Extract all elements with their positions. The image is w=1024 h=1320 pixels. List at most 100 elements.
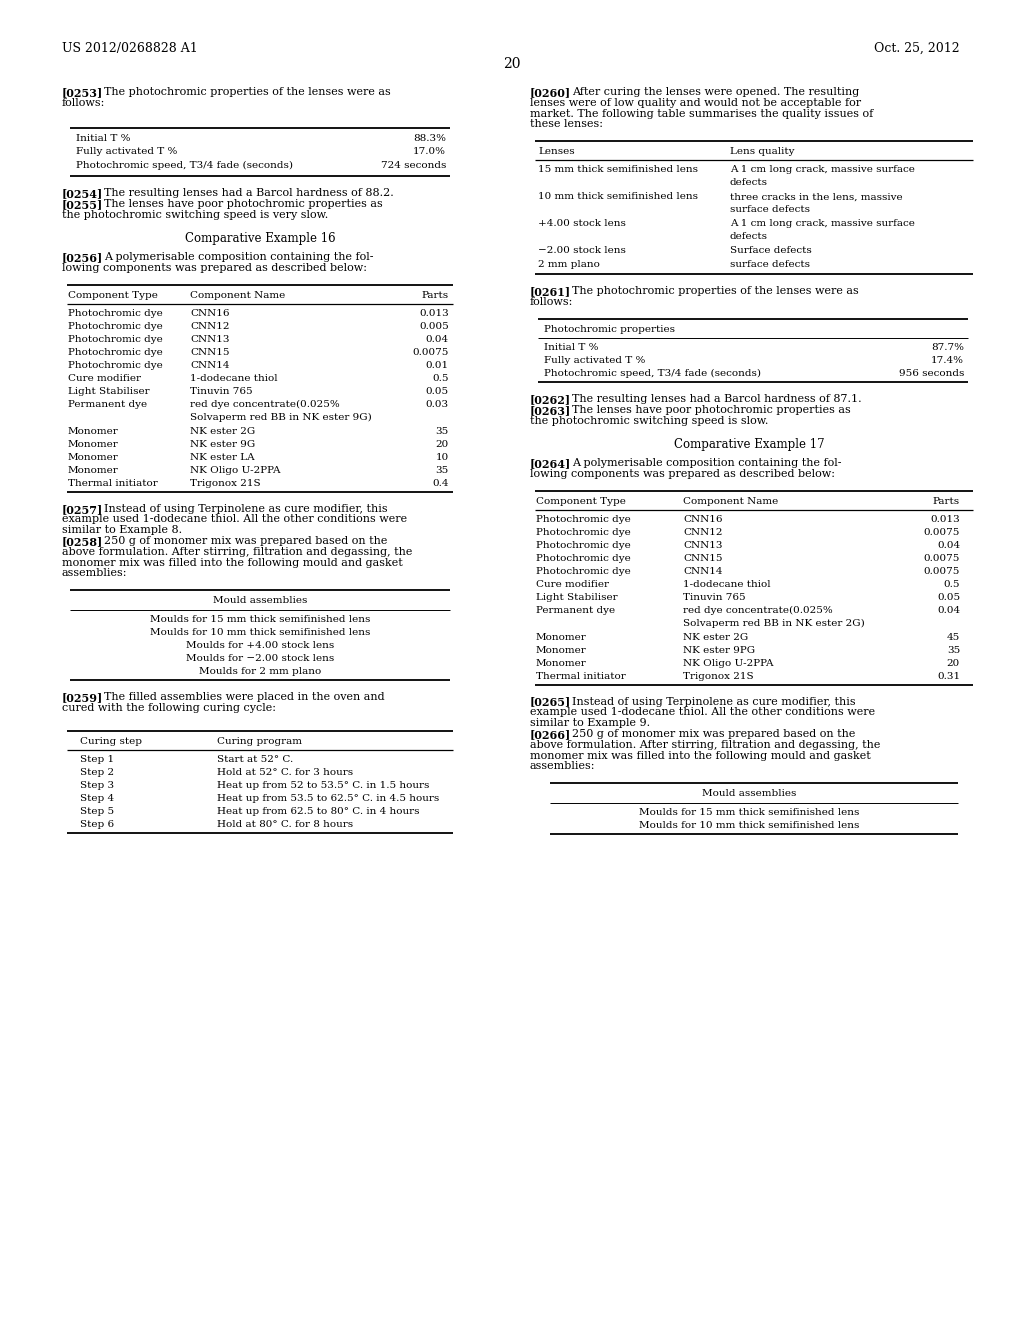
Text: follows:: follows: <box>62 98 105 108</box>
Text: 17.0%: 17.0% <box>413 148 446 156</box>
Text: Heat up from 53.5 to 62.5° C. in 4.5 hours: Heat up from 53.5 to 62.5° C. in 4.5 hou… <box>217 795 439 804</box>
Text: 0.5: 0.5 <box>432 374 449 383</box>
Text: red dye concentrate(0.025%: red dye concentrate(0.025% <box>190 400 340 409</box>
Text: monomer mix was filled into the following mould and gasket: monomer mix was filled into the followin… <box>530 751 870 760</box>
Text: [0260]: [0260] <box>530 87 571 98</box>
Text: Hold at 52° C. for 3 hours: Hold at 52° C. for 3 hours <box>217 768 353 777</box>
Text: A 1 cm long crack, massive surface: A 1 cm long crack, massive surface <box>730 165 914 174</box>
Text: 0.04: 0.04 <box>426 335 449 343</box>
Text: Curing step: Curing step <box>80 738 142 746</box>
Text: Component Name: Component Name <box>190 290 286 300</box>
Text: Curing program: Curing program <box>217 738 302 746</box>
Text: Comparative Example 17: Comparative Example 17 <box>674 438 824 451</box>
Text: NK Oligo U-2PPA: NK Oligo U-2PPA <box>683 659 773 668</box>
Text: 0.04: 0.04 <box>937 541 961 549</box>
Text: 15 mm thick semifinished lens: 15 mm thick semifinished lens <box>538 165 698 174</box>
Text: A polymerisable composition containing the fol-: A polymerisable composition containing t… <box>572 458 842 467</box>
Text: Photochromic speed, T3/4 fade (seconds): Photochromic speed, T3/4 fade (seconds) <box>544 370 761 379</box>
Text: similar to Example 8.: similar to Example 8. <box>62 525 182 536</box>
Text: Photochromic properties: Photochromic properties <box>544 325 675 334</box>
Text: 0.013: 0.013 <box>419 309 449 318</box>
Text: lowing components was prepared as described below:: lowing components was prepared as descri… <box>62 263 367 273</box>
Text: Mould assemblies: Mould assemblies <box>213 597 307 606</box>
Text: Moulds for 10 mm thick semifinished lens: Moulds for 10 mm thick semifinished lens <box>150 628 371 638</box>
Text: 0.04: 0.04 <box>937 606 961 615</box>
Text: Step 4: Step 4 <box>80 795 114 804</box>
Text: 724 seconds: 724 seconds <box>381 161 446 170</box>
Text: [0263]: [0263] <box>530 405 571 416</box>
Text: 35: 35 <box>436 426 449 436</box>
Text: 956 seconds: 956 seconds <box>899 370 964 379</box>
Text: Lens quality: Lens quality <box>730 148 795 156</box>
Text: The photochromic properties of the lenses were as: The photochromic properties of the lense… <box>572 286 859 297</box>
Text: Initial T %: Initial T % <box>544 343 598 352</box>
Text: 1-dodecane thiol: 1-dodecane thiol <box>190 374 278 383</box>
Text: red dye concentrate(0.025%: red dye concentrate(0.025% <box>683 606 833 615</box>
Text: NK ester 9PG: NK ester 9PG <box>683 645 755 655</box>
Text: NK Oligo U-2PPA: NK Oligo U-2PPA <box>190 466 281 475</box>
Text: cured with the following curing cycle:: cured with the following curing cycle: <box>62 704 276 713</box>
Text: Cure modifier: Cure modifier <box>68 374 141 383</box>
Text: defects: defects <box>730 232 768 242</box>
Text: CNN14: CNN14 <box>683 566 723 576</box>
Text: The lenses have poor photochromic properties as: The lenses have poor photochromic proper… <box>572 405 851 414</box>
Text: 0.013: 0.013 <box>930 515 961 524</box>
Text: [0256]: [0256] <box>62 252 103 263</box>
Text: Photochromic dye: Photochromic dye <box>536 541 631 549</box>
Text: 20: 20 <box>436 440 449 449</box>
Text: The photochromic properties of the lenses were as: The photochromic properties of the lense… <box>104 87 391 96</box>
Text: Moulds for +4.00 stock lens: Moulds for +4.00 stock lens <box>186 642 334 651</box>
Text: [0255]: [0255] <box>62 199 103 210</box>
Text: CNN12: CNN12 <box>190 322 229 331</box>
Text: 20: 20 <box>947 659 961 668</box>
Text: Moulds for 2 mm plano: Moulds for 2 mm plano <box>199 668 322 676</box>
Text: 17.4%: 17.4% <box>931 356 964 366</box>
Text: [0257]: [0257] <box>62 504 103 515</box>
Text: +4.00 stock lens: +4.00 stock lens <box>538 219 626 228</box>
Text: NK ester 2G: NK ester 2G <box>683 632 749 642</box>
Text: 87.7%: 87.7% <box>931 343 964 352</box>
Text: above formulation. After stirring, filtration and degassing, the: above formulation. After stirring, filtr… <box>62 546 413 557</box>
Text: Tinuvin 765: Tinuvin 765 <box>683 593 745 602</box>
Text: Permanent dye: Permanent dye <box>536 606 615 615</box>
Text: surface defects: surface defects <box>730 206 810 214</box>
Text: 0.0075: 0.0075 <box>924 566 961 576</box>
Text: the photochromic switching speed is very slow.: the photochromic switching speed is very… <box>62 210 329 220</box>
Text: Lenses: Lenses <box>538 148 574 156</box>
Text: 35: 35 <box>947 645 961 655</box>
Text: Trigonox 21S: Trigonox 21S <box>683 672 754 681</box>
Text: lenses were of low quality and would not be acceptable for: lenses were of low quality and would not… <box>530 98 861 108</box>
Text: 0.0075: 0.0075 <box>413 347 449 356</box>
Text: Oct. 25, 2012: Oct. 25, 2012 <box>874 42 961 55</box>
Text: Cure modifier: Cure modifier <box>536 579 609 589</box>
Text: [0265]: [0265] <box>530 697 571 708</box>
Text: Photochromic dye: Photochromic dye <box>68 335 163 343</box>
Text: assemblies:: assemblies: <box>530 762 596 771</box>
Text: Photochromic dye: Photochromic dye <box>68 322 163 331</box>
Text: NK ester LA: NK ester LA <box>190 453 255 462</box>
Text: Fully activated T %: Fully activated T % <box>544 356 645 366</box>
Text: A polymerisable composition containing the fol-: A polymerisable composition containing t… <box>104 252 374 261</box>
Text: 35: 35 <box>436 466 449 475</box>
Text: Start at 52° C.: Start at 52° C. <box>217 755 293 764</box>
Text: three cracks in the lens, massive: three cracks in the lens, massive <box>730 193 902 202</box>
Text: 2 mm plano: 2 mm plano <box>538 260 600 269</box>
Text: Hold at 80° C. for 8 hours: Hold at 80° C. for 8 hours <box>217 820 353 829</box>
Text: assemblies:: assemblies: <box>62 569 128 578</box>
Text: [0254]: [0254] <box>62 189 103 199</box>
Text: Initial T %: Initial T % <box>76 133 130 143</box>
Text: CNN12: CNN12 <box>683 528 723 537</box>
Text: Permanent dye: Permanent dye <box>68 400 147 409</box>
Text: Photochromic dye: Photochromic dye <box>68 309 163 318</box>
Text: Trigonox 21S: Trigonox 21S <box>190 479 261 487</box>
Text: The filled assemblies were placed in the oven and: The filled assemblies were placed in the… <box>104 693 385 702</box>
Text: surface defects: surface defects <box>730 260 810 269</box>
Text: 0.01: 0.01 <box>426 360 449 370</box>
Text: Surface defects: Surface defects <box>730 247 812 255</box>
Text: Monomer: Monomer <box>536 645 587 655</box>
Text: Tinuvin 765: Tinuvin 765 <box>190 387 253 396</box>
Text: 0.31: 0.31 <box>937 672 961 681</box>
Text: 1-dodecane thiol: 1-dodecane thiol <box>683 579 771 589</box>
Text: CNN15: CNN15 <box>683 553 723 562</box>
Text: Monomer: Monomer <box>536 659 587 668</box>
